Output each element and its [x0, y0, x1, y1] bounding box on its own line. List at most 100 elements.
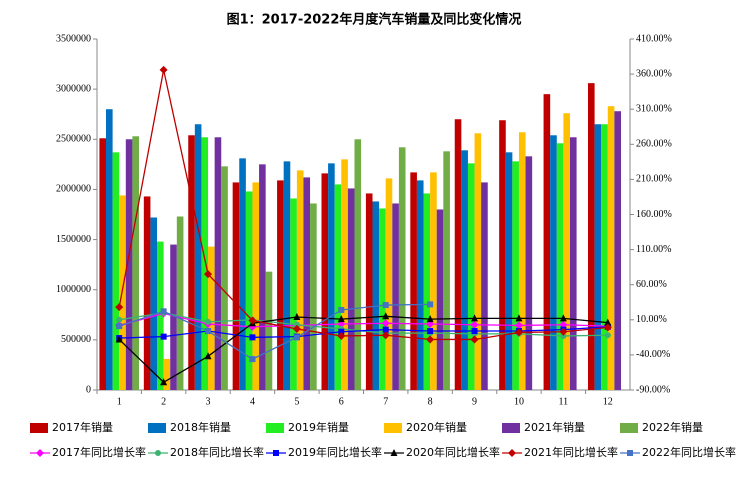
y2-tick-label: 310.00% [636, 103, 672, 114]
legend-label: 2022年销量 [642, 420, 703, 434]
point [560, 332, 567, 339]
point [293, 312, 301, 320]
bar [436, 209, 444, 390]
point [160, 378, 168, 386]
bar [290, 198, 297, 390]
bar [543, 94, 551, 391]
bar [232, 182, 240, 390]
legend-marker [36, 449, 44, 457]
line [118, 69, 608, 341]
bar [354, 139, 362, 390]
point [204, 352, 212, 360]
point [382, 326, 389, 333]
point [159, 65, 168, 74]
bar [283, 161, 291, 390]
legend-swatch [266, 423, 284, 433]
x-tick-label: 2 [161, 396, 166, 407]
bar [385, 178, 393, 390]
bar [245, 191, 253, 390]
bar [328, 163, 335, 390]
legend-label: 2021年销量 [524, 420, 585, 434]
legend-swatch [148, 423, 166, 433]
y-tick-label: 3000000 [56, 83, 91, 94]
legend-label: 2020年同比增长率 [406, 445, 500, 459]
bar [461, 150, 468, 390]
bar [143, 196, 151, 390]
legend-marker [627, 450, 633, 456]
point [603, 323, 612, 332]
y2-tick-label: 60.00% [636, 279, 667, 290]
bar [410, 172, 417, 390]
chart-title: 图1：2017-2022年月度汽车销量及同比变化情况 [227, 12, 522, 28]
bar [157, 241, 164, 390]
bar [474, 133, 482, 391]
legend-marker [273, 450, 279, 456]
line [119, 326, 608, 339]
point [205, 328, 212, 335]
legend-label: 2019年同比增长率 [288, 445, 382, 459]
x-tick-label: 9 [472, 396, 477, 407]
y2-tick-label: -90.00% [636, 384, 670, 395]
bar [416, 180, 424, 390]
point [249, 356, 256, 363]
point [427, 301, 434, 308]
point [381, 319, 390, 328]
bar [614, 111, 621, 390]
point [471, 314, 479, 322]
bar [594, 124, 602, 390]
bar [321, 173, 329, 390]
bar [194, 124, 202, 390]
bar [170, 244, 177, 390]
point [426, 335, 435, 344]
point [337, 315, 345, 323]
legend-label: 2021年同比增长率 [524, 445, 618, 459]
point [427, 328, 434, 335]
legend-label: 2018年同比增长率 [170, 445, 264, 459]
point [160, 333, 167, 340]
bar [150, 217, 158, 390]
legend-label: 2017年同比增长率 [52, 445, 146, 459]
x-tick-label: 7 [383, 396, 388, 407]
bar [467, 163, 475, 390]
bar [607, 106, 615, 390]
y-tick-label: 2500000 [56, 134, 91, 145]
bar [392, 203, 399, 390]
point [248, 316, 257, 325]
y-tick-label: 1500000 [56, 234, 91, 245]
bar [430, 172, 437, 390]
bar [341, 159, 348, 390]
point [338, 306, 345, 313]
point [470, 335, 479, 344]
y2-tick-label: -40.00% [636, 349, 670, 360]
x-tick-label: 6 [339, 396, 344, 407]
bar [277, 180, 284, 390]
bar [518, 132, 526, 390]
legend-marker [155, 450, 161, 456]
bar [398, 147, 406, 390]
x-tick-label: 1 [117, 396, 122, 407]
bar [443, 151, 450, 390]
point [381, 331, 390, 340]
bar [112, 152, 120, 390]
legend-label: 2019年销量 [288, 420, 349, 434]
bar [347, 188, 355, 390]
y-tick-label: 1000000 [56, 284, 91, 295]
y2-tick-label: 410.00% [636, 33, 672, 44]
bar [481, 182, 488, 390]
y-tick-label: 3500000 [56, 33, 91, 44]
point [470, 320, 479, 329]
bar [252, 182, 260, 390]
bar [303, 177, 311, 390]
bar [569, 137, 577, 390]
point [514, 328, 523, 337]
bar [499, 120, 506, 390]
bar [563, 113, 570, 390]
point [115, 335, 123, 343]
point [293, 321, 300, 328]
point [604, 318, 612, 326]
bar [505, 152, 513, 390]
bar [379, 208, 386, 390]
y2-tick-label: 10.00% [636, 314, 667, 325]
